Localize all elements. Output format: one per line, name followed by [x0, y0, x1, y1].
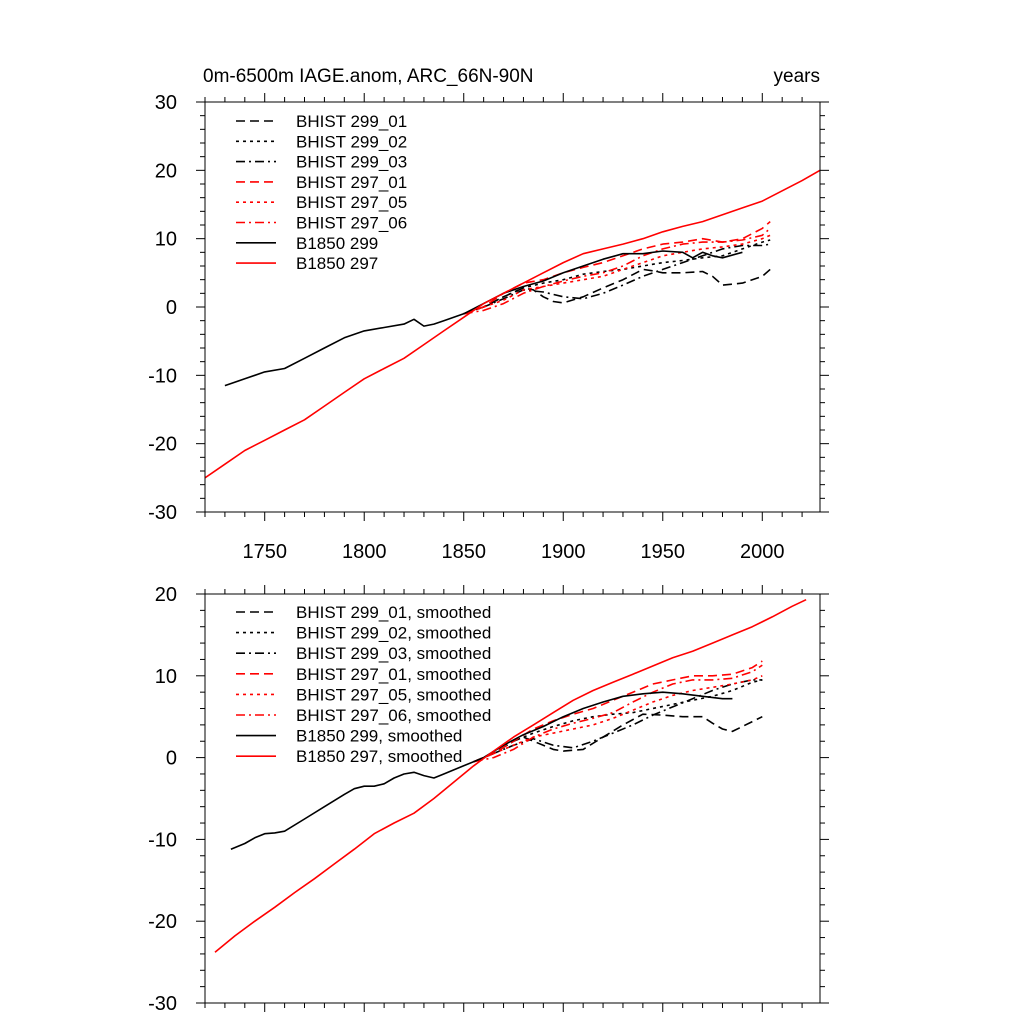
panel-1-legend-label-6: B1850 299, smoothed	[296, 727, 462, 746]
panel-1-y-tick-label: -30	[148, 993, 177, 1015]
panel-1-legend-label-7: B1850 297, smoothed	[296, 747, 462, 766]
panel-1-series-line-4	[473, 675, 763, 763]
panel-1-legend-label-5: BHIST 297_06, smoothed	[296, 706, 491, 725]
top-panel: 0m-6500m IAGE.anom, ARC_66N-90N years 17…	[148, 66, 829, 563]
panel-0-y-tick-label: -20	[148, 434, 177, 456]
panel-1-legend-label-0: BHIST 299_01, smoothed	[296, 603, 491, 622]
panel-0-x-tick-label: 1750	[242, 541, 287, 563]
panel-1-y-tick-label: 0	[166, 748, 177, 770]
panel-1-legend-label-1: BHIST 299_02, smoothed	[296, 624, 491, 643]
panel-0-legend-label-4: BHIST 297_05	[296, 193, 407, 212]
panel-0-legend-label-6: B1850 299	[296, 234, 378, 253]
panel-1-legend-label-3: BHIST 297_01, smoothed	[296, 665, 491, 684]
panel-1-series-line-0	[473, 713, 763, 763]
panel-0-y-tick-label: 20	[155, 160, 177, 182]
panel-1-series-line-2	[473, 679, 763, 763]
panel-0-x-tick-label: 1950	[641, 541, 686, 563]
panel-1-series-line-7	[214, 598, 807, 953]
panel-0-legend-label-5: BHIST 297_06	[296, 214, 407, 233]
panel-0-series-group	[205, 169, 820, 479]
panel-1-legend: BHIST 299_01, smoothed BHIST 299_02, smoo…	[236, 603, 491, 766]
panel-0-series-line-5	[463, 227, 771, 315]
panel-1-series-line-1	[473, 679, 763, 763]
panel-0-legend-label-3: BHIST 297_01	[296, 173, 407, 192]
panel-1-y-tick-label: 20	[155, 584, 177, 606]
panel-0-legend-label-0: BHIST 299_01	[296, 112, 407, 131]
panel-0-y-tick-label: 30	[155, 92, 177, 114]
top-panel-units: years	[774, 66, 820, 87]
panel-0-legend-label-1: BHIST 299_02	[296, 132, 407, 151]
panel-1-y-tick-label: -20	[148, 911, 177, 933]
top-panel-title: 0m-6500m IAGE.anom, ARC_66N-90N	[203, 66, 534, 87]
panel-1-legend-label-2: BHIST 299_03, smoothed	[296, 644, 491, 663]
panel-0-y-tick-label: 10	[155, 229, 177, 251]
top-panel-plot-area: 1750 1800 1850 1900 1950 2000 -30 -20 -10 0 10 20 30…	[148, 92, 829, 563]
panel-0-y-tick-label: 0	[166, 297, 177, 319]
panel-1-legend-label-4: BHIST 297_05, smoothed	[296, 685, 491, 704]
panel-1-y-tick-label: 10	[155, 666, 177, 688]
panel-0-legend-label-2: BHIST 299_03	[296, 153, 407, 172]
panel-0-x-tick-label: 1900	[541, 541, 586, 563]
panel-1-y-tick-label: -10	[148, 829, 177, 851]
panel-0-series-line-4	[463, 234, 771, 315]
panel-0-x-tick-label: 1850	[441, 541, 486, 563]
panel-1-series-line-6	[230, 691, 733, 850]
panel-1-plot-frame	[204, 593, 821, 1004]
panel-0-legend-label-7: B1850 297	[296, 254, 378, 273]
panel-0-series-line-0	[463, 268, 771, 315]
panel-0-x-tick-label: 1800	[342, 541, 387, 563]
panel-0-y-tick-label: -10	[148, 365, 177, 387]
panel-0-x-tick-label: 2000	[740, 541, 785, 563]
panel-1-series-line-5	[473, 664, 763, 763]
panel-0-series-line-1	[463, 239, 771, 315]
panel-1-series-group	[214, 598, 807, 953]
panel-0-series-line-7	[205, 169, 820, 479]
panel-0-y-tick-label: -30	[148, 502, 177, 524]
